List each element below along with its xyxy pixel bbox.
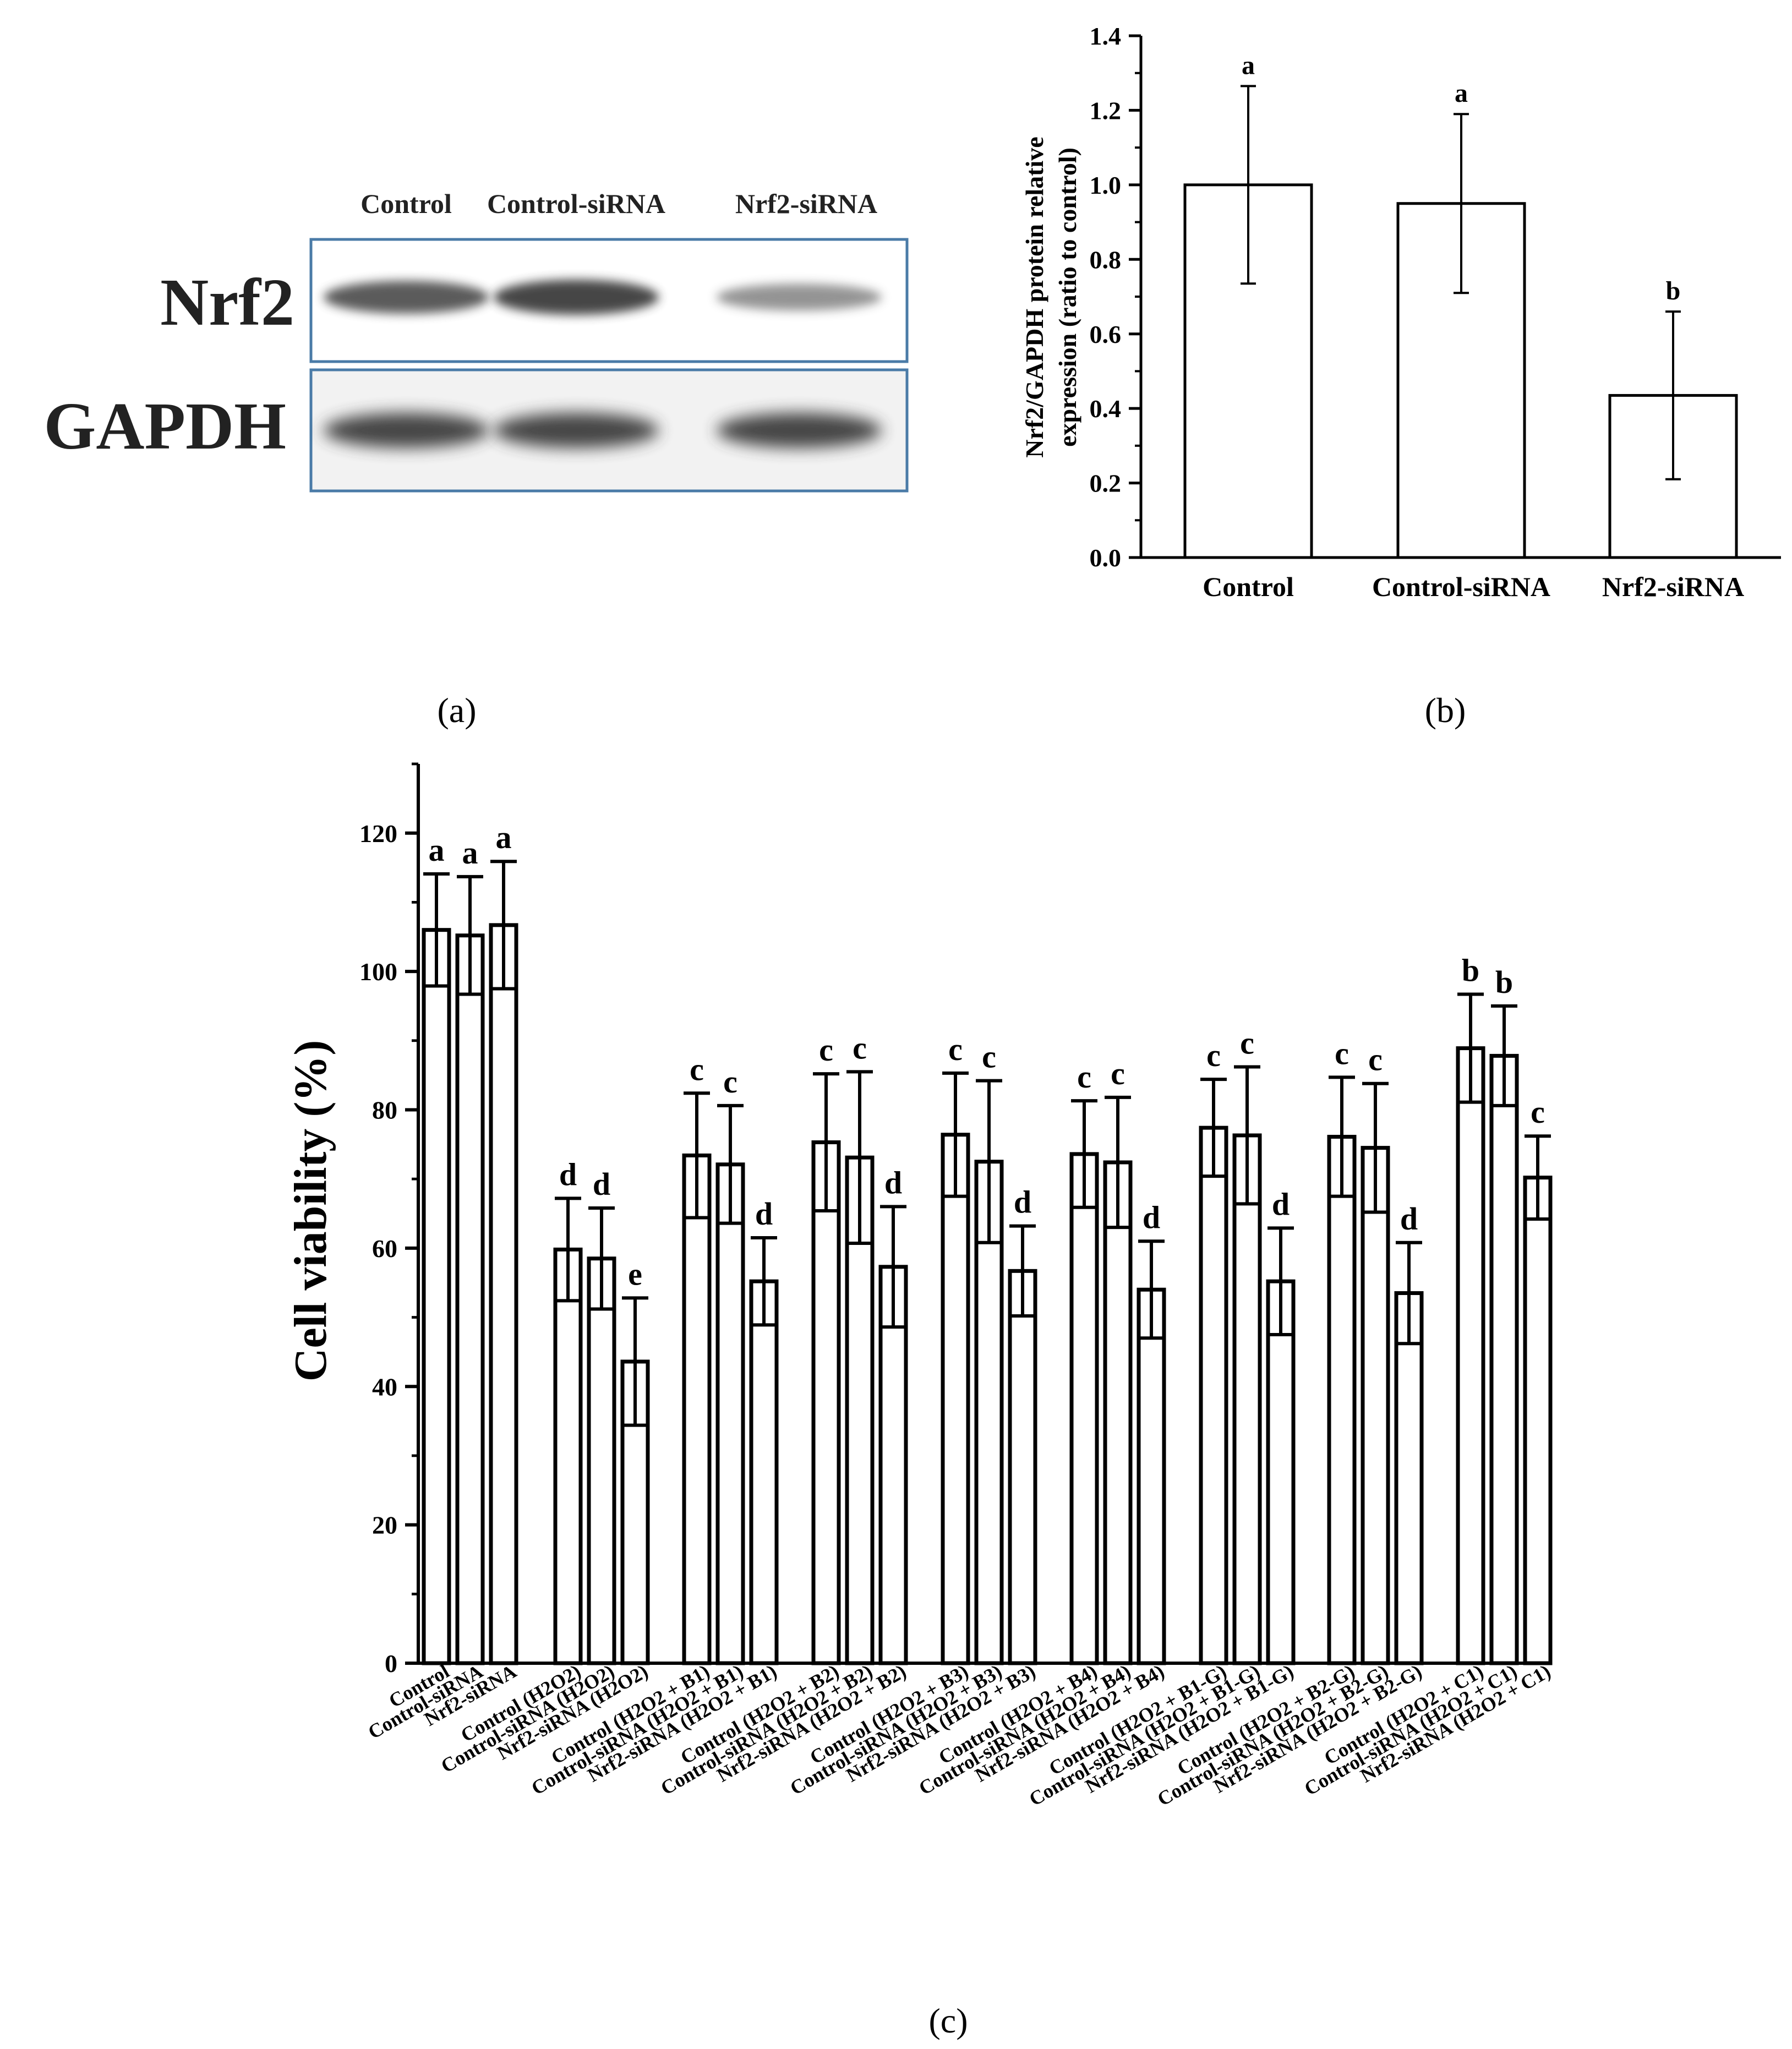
panel-caption-c: (c) [928,2001,968,2040]
y-axis-title: Cell viability (%) [285,1040,336,1382]
y-axis-title: Nrf2/GAPDH protein relative [1020,136,1048,457]
bar [553,1247,583,1665]
bar [422,928,451,1665]
blot-lane-label: Control [360,188,452,219]
bar [941,1133,970,1665]
significance-letter: a [1242,51,1255,80]
y-tick-label: 1.2 [1090,97,1122,125]
significance-letter: d [1014,1184,1031,1220]
x-tick-label: Control [1203,571,1294,602]
significance-letter: d [884,1165,902,1200]
significance-letter: a [462,835,478,871]
significance-letter: d [755,1196,773,1232]
bar [878,1265,908,1665]
x-tick-label: Nrf2-siRNA [1602,571,1744,602]
panel-caption-a: (a) [437,691,476,730]
bar [1396,202,1526,559]
significance-letter: b [1495,964,1513,1000]
significance-letter: c [853,1030,867,1066]
significance-letter: c [948,1031,963,1067]
bar [587,1256,616,1665]
significance-letter: d [1272,1186,1290,1222]
blot-row-label-gapdh: GAPDH [43,389,286,463]
significance-letter: c [1206,1037,1221,1073]
y-tick-label: 80 [372,1096,397,1124]
bar [455,933,485,1665]
nrf2-band [324,281,489,314]
y-tick-label: 1.4 [1090,22,1122,50]
significance-letter: a [1455,79,1468,108]
bar [715,1162,745,1665]
bar [1394,1291,1424,1665]
y-tick-label: 0.6 [1090,320,1122,348]
bar [1232,1133,1262,1665]
significance-letter: c [1077,1059,1091,1095]
blot-lane-label: Control-siRNA [487,188,665,219]
bar [1489,1053,1519,1665]
bar [1199,1125,1228,1665]
panel-b-bar-chart: 0.0 0.2 0.4 0.6 0.8 1.0 1.2 1.4 a a b Nrf2/GAPDH pr… [1020,22,1781,602]
significance-letter: c [1111,1056,1125,1091]
significance-letter: b [1666,276,1681,305]
bar [489,923,518,1665]
y-tick-label: 40 [372,1373,397,1401]
blot-lane-label: Nrf2-siRNA [735,188,877,219]
significance-letter: d [1143,1199,1160,1235]
y-tick-label: 0.4 [1090,395,1122,423]
significance-letter: c [1335,1035,1349,1071]
bar [1266,1279,1296,1665]
bar [1069,1152,1099,1665]
bar [1137,1287,1166,1665]
significance-letter: c [819,1032,833,1068]
significance-letter: d [559,1156,577,1192]
bar [682,1153,712,1665]
significance-letter: c [1368,1042,1383,1078]
significance-letter: c [982,1039,996,1075]
y-tick-label: 60 [372,1234,397,1263]
bar [1008,1269,1037,1665]
gapdh-band [324,413,489,448]
bar [1523,1176,1553,1665]
significance-letter: c [1240,1025,1254,1061]
x-tick-label: Control-siRNA [1372,571,1550,602]
gapdh-band [494,413,659,448]
nrf2-band [494,280,659,315]
gapdh-band [717,413,882,448]
y-tick-label: 100 [359,958,397,986]
significance-letter: c [1531,1094,1545,1130]
y-tick-label: 0.2 [1090,469,1122,498]
y-tick-label: 0.8 [1090,245,1122,274]
y-axis-title: expression (ratio to control) [1053,147,1081,447]
significance-letter: c [723,1064,737,1100]
significance-letter: d [1400,1201,1418,1237]
blot-row-label-nrf2: Nrf2 [160,265,294,340]
y-tick-label: 1.0 [1090,171,1122,199]
bar [749,1279,779,1665]
bar [1456,1046,1485,1665]
y-tick-label: 120 [359,819,397,848]
significance-letter: a [496,819,512,855]
panel-a-western-blot: Control Control-siRNA Nrf2-siRNA Nrf2 GA… [43,188,909,493]
nrf2-band [717,283,882,311]
significance-letter: e [628,1256,642,1292]
y-tick-label: 0.0 [1090,544,1122,572]
y-tick-label: 0 [385,1649,397,1678]
significance-letter: c [690,1051,704,1087]
bar [1103,1160,1133,1665]
significance-letter: a [429,832,445,868]
significance-letter: b [1462,953,1479,988]
bar [1327,1134,1357,1665]
panel-caption-b: (b) [1425,691,1466,730]
bar [811,1140,841,1665]
bar [1361,1146,1390,1665]
significance-letter: d [593,1166,610,1202]
y-tick-label: 20 [372,1511,397,1539]
